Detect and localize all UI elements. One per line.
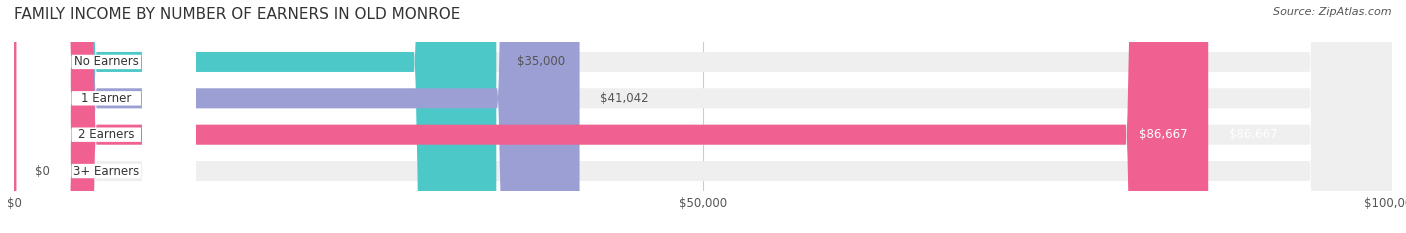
FancyBboxPatch shape <box>17 0 195 233</box>
FancyBboxPatch shape <box>14 0 1392 233</box>
FancyBboxPatch shape <box>14 0 579 233</box>
FancyBboxPatch shape <box>14 0 1208 233</box>
Text: $35,000: $35,000 <box>517 55 565 69</box>
FancyBboxPatch shape <box>17 0 195 233</box>
Text: $86,667: $86,667 <box>1229 128 1278 141</box>
Text: $41,042: $41,042 <box>600 92 648 105</box>
Text: $0: $0 <box>35 164 49 178</box>
Text: FAMILY INCOME BY NUMBER OF EARNERS IN OLD MONROE: FAMILY INCOME BY NUMBER OF EARNERS IN OL… <box>14 7 460 22</box>
Text: 3+ Earners: 3+ Earners <box>73 164 139 178</box>
FancyBboxPatch shape <box>14 0 1392 233</box>
FancyBboxPatch shape <box>14 0 1392 233</box>
Text: No Earners: No Earners <box>75 55 139 69</box>
FancyBboxPatch shape <box>17 0 195 233</box>
Text: 1 Earner: 1 Earner <box>82 92 132 105</box>
Text: $86,667: $86,667 <box>1139 128 1188 141</box>
FancyBboxPatch shape <box>14 0 1392 233</box>
Text: 2 Earners: 2 Earners <box>79 128 135 141</box>
FancyBboxPatch shape <box>17 0 195 233</box>
Text: Source: ZipAtlas.com: Source: ZipAtlas.com <box>1274 7 1392 17</box>
FancyBboxPatch shape <box>14 0 496 233</box>
